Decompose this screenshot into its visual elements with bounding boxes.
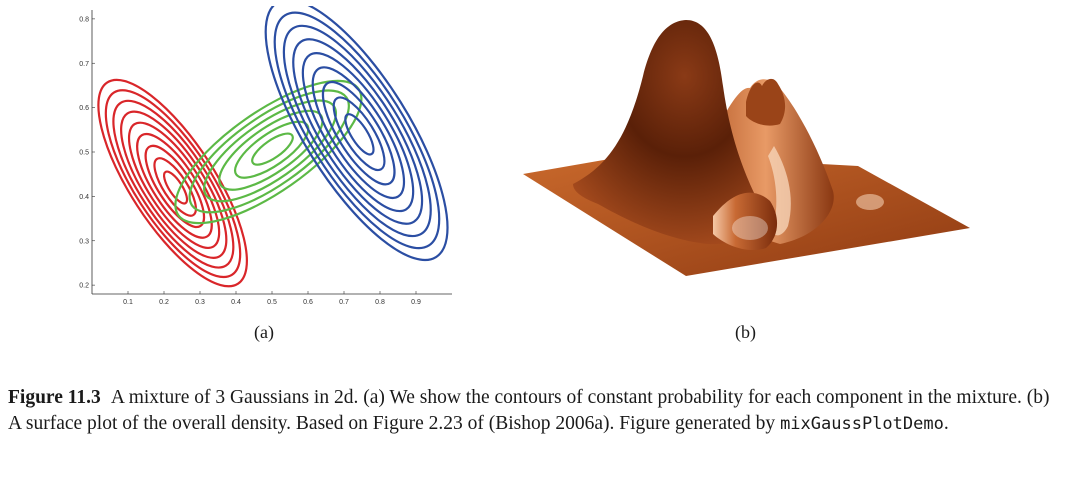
caption-text: A mixture of 3 Gaussians in 2d. (a) We s…	[8, 387, 1050, 434]
y-tick-label: 0.8	[79, 16, 89, 23]
x-tick-label: 0.3	[195, 299, 205, 306]
contour-level	[188, 89, 350, 214]
contour-axes: 0.1 0.2 0.3 0.4 0.5 0.6 0.7 0.8 0.9 0.2 0.3 0.4 0.5 0…	[79, 10, 452, 306]
contour-blue	[264, 6, 449, 262]
x-tick-label: 0.4	[231, 299, 241, 306]
x-tick-label: 0.8	[375, 299, 385, 306]
caption-end: .	[943, 413, 949, 434]
contour-level	[97, 78, 248, 288]
contour-level	[251, 132, 294, 166]
contour-level	[332, 96, 386, 172]
y-tick-label: 0.3	[79, 238, 89, 245]
contour-level	[273, 11, 441, 250]
x-tick-label: 0.6	[303, 299, 313, 306]
contour-level	[282, 24, 432, 238]
contour-level	[292, 38, 424, 225]
panel-label-a: (a)	[254, 322, 274, 342]
surface-density	[523, 20, 970, 276]
contour-level	[344, 113, 375, 156]
caption-code: mixGaussPlotDemo	[780, 414, 944, 434]
contour-level	[301, 51, 415, 213]
x-tick-label: 0.2	[159, 299, 169, 306]
panel-label-b: (b)	[735, 322, 756, 342]
contour-plot: 0.1 0.2 0.3 0.4 0.5 0.6 0.7 0.8 0.9 0.2 0.3 0.4 0.5 0…	[79, 6, 452, 306]
y-tick-label: 0.7	[79, 61, 89, 68]
surface-plot	[523, 20, 970, 276]
figure-caption: Figure 11.3 A mixture of 3 Gaussians in 2…	[8, 385, 1058, 437]
contour-level	[112, 99, 235, 269]
contour-level	[127, 121, 221, 250]
contour-level	[136, 132, 213, 239]
contour-level	[321, 80, 396, 186]
x-tick-label: 0.7	[339, 299, 349, 306]
y-tick-label: 0.5	[79, 150, 89, 157]
y-tick-label: 0.4	[79, 194, 89, 201]
x-tick-label: 0.5	[267, 299, 277, 306]
contour-lines	[97, 6, 449, 288]
contour-red	[97, 78, 248, 288]
contour-level	[264, 6, 449, 262]
contour-level	[104, 89, 242, 279]
contour-level	[234, 120, 310, 179]
contour-level	[144, 144, 206, 229]
y-tick-label: 0.2	[79, 283, 89, 290]
x-tick-label: 0.9	[411, 299, 421, 306]
figure-number: Figure 11.3	[8, 387, 101, 408]
y-tick-label: 0.6	[79, 105, 89, 112]
x-tick-label: 0.1	[123, 299, 133, 306]
